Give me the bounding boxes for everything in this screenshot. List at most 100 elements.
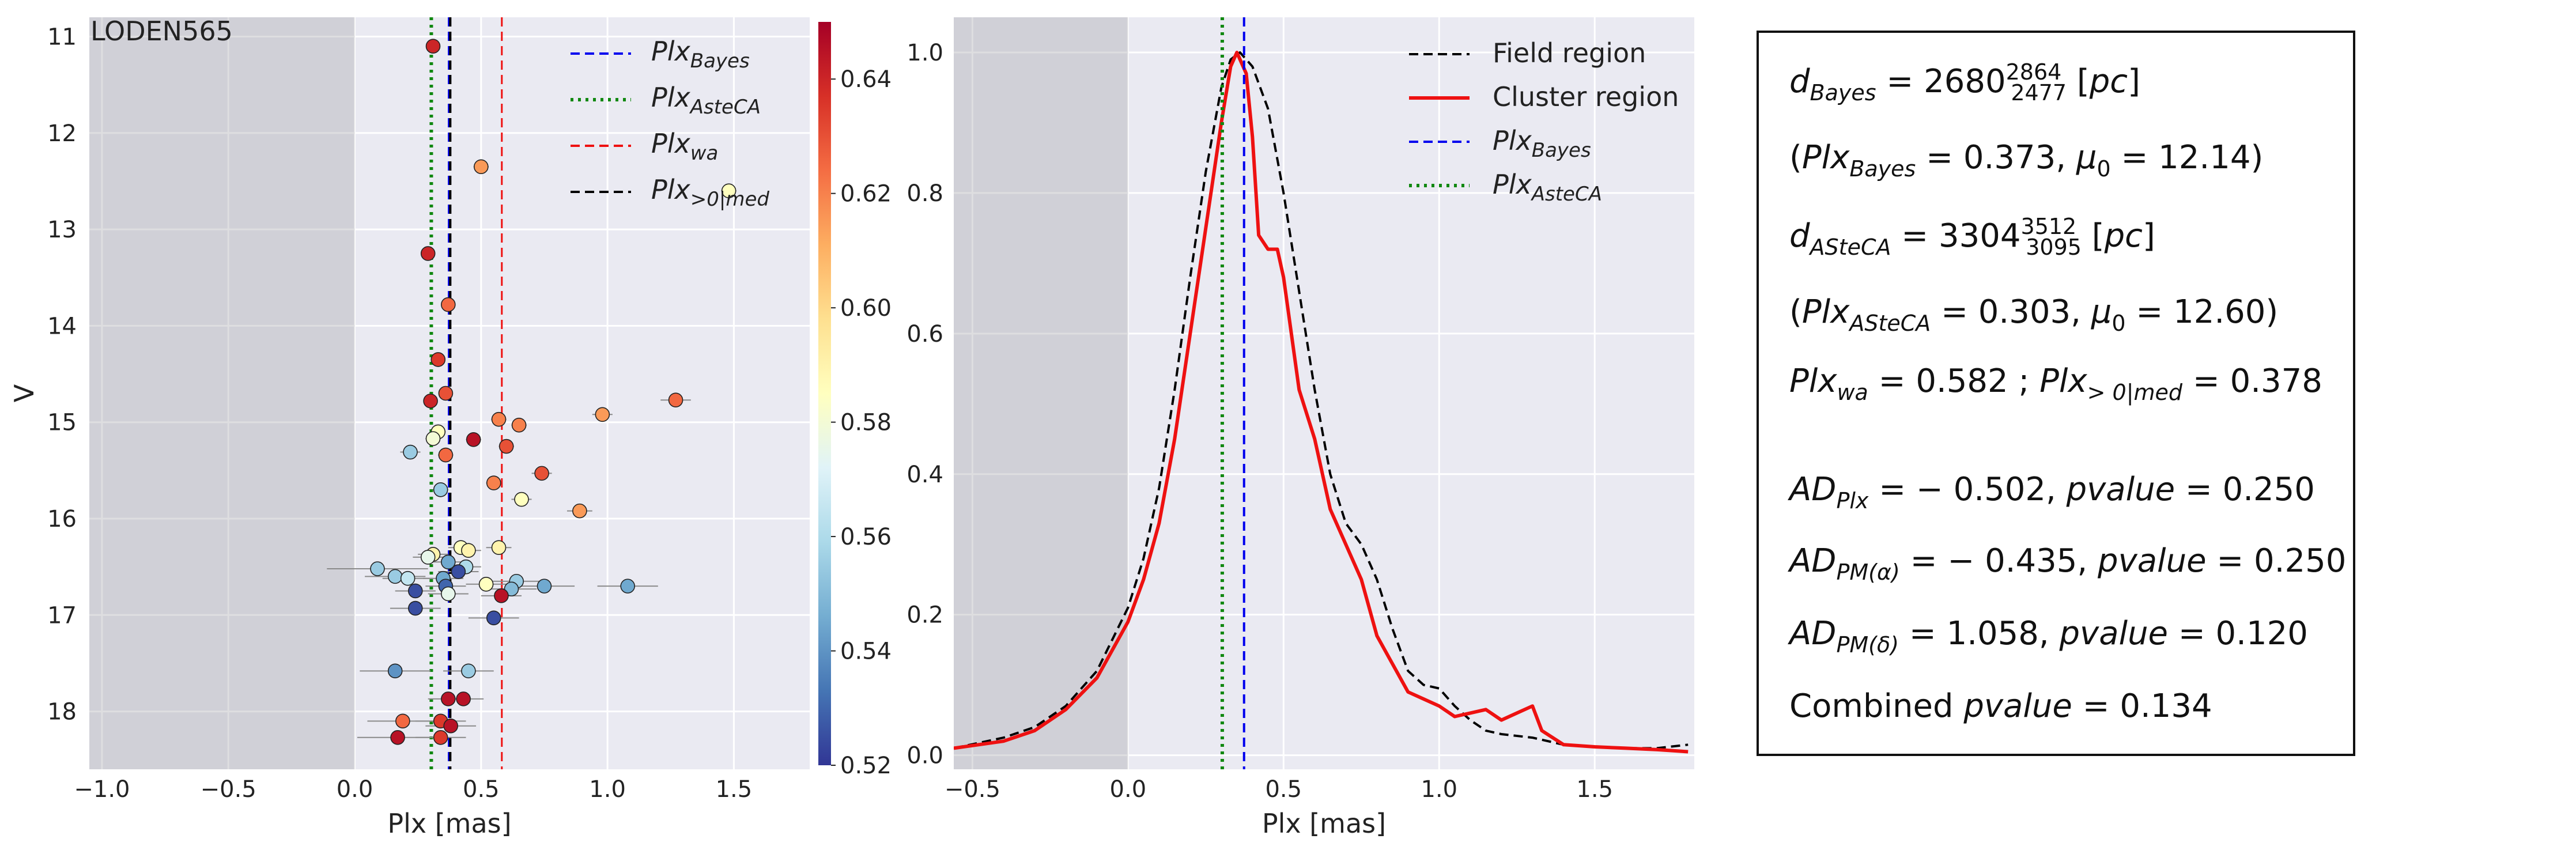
colorbar: 0.52 0.54 0.56 0.58 0.60 0.62 0.64 [818, 22, 892, 779]
colorbar-tick-label: 0.62 [840, 181, 892, 207]
y-axis-label: V [9, 384, 40, 402]
data-point [486, 475, 501, 490]
data-point [403, 444, 418, 460]
data-point [430, 352, 446, 367]
data-point [441, 691, 456, 706]
stat-d-asteca: dASteCA = 33043512 3095 [pc] [1789, 214, 2155, 260]
data-point [466, 432, 481, 447]
data-point [537, 579, 552, 594]
y-tick-label: 18 [47, 699, 77, 725]
plot-area [954, 17, 1694, 769]
x-tick-label: 1.0 [589, 776, 626, 803]
data-point [474, 159, 489, 175]
y-tick-label: 12 [47, 120, 77, 147]
x-tick-label: 0.0 [1110, 776, 1147, 803]
stat-combined: Combined pvalue = 0.134 [1789, 687, 2212, 725]
data-point [420, 246, 436, 261]
colorbar-tick-label: 0.64 [840, 66, 892, 93]
x-tick-label: −0.5 [945, 776, 1000, 803]
data-point [438, 386, 454, 401]
legend: PlxBayes PlxAsteCA Plxwa Plx>0|med [571, 36, 769, 211]
data-point [504, 581, 519, 596]
stat-d-bayes: dBayes = 26802864 2477 [pc] [1789, 59, 2140, 105]
data-point [514, 492, 529, 507]
colorbar-tick-label: 0.52 [840, 753, 892, 779]
data-point [491, 411, 507, 427]
data-point [433, 482, 448, 497]
data-point [511, 417, 527, 433]
data-point [478, 576, 494, 592]
data-point [407, 600, 423, 616]
negative-plx-region [954, 17, 1128, 769]
data-point [425, 431, 441, 446]
legend: Field region Cluster region PlxBayes PlxAst… [1409, 37, 1679, 206]
data-point [395, 713, 410, 729]
data-point [620, 579, 636, 594]
cmd-panel: −1.0 −0.5 0.0 0.5 1.0 1.5 11 12 13 14 15 16 17 18 Plx … [9, 16, 810, 839]
data-point [595, 407, 610, 422]
data-point [572, 503, 587, 519]
colorbar-tick-label: 0.60 [840, 295, 892, 322]
legend-label: PlxBayes [1493, 125, 1591, 162]
stat-plx-asteca: (PlxASteCA = 0.303, μ0 = 12.60) [1789, 293, 2278, 336]
stat-ad-pma: ADPM(α) = − 0.435, pvalue = 0.250 [1788, 542, 2346, 585]
data-point [456, 691, 471, 706]
data-point [387, 663, 403, 679]
data-point [441, 554, 456, 570]
y-tick-label: 0.8 [906, 180, 943, 207]
data-point [721, 183, 736, 198]
y-tick-label: 0.6 [906, 321, 943, 347]
x-tick-label: 0.5 [1265, 776, 1302, 803]
chart-title: LODEN565 [90, 16, 233, 47]
y-tick-label: 1.0 [906, 40, 943, 66]
x-tick-label: 0.0 [337, 776, 373, 803]
stat-plx-wa: Plxwa = 0.582 ; Plx> 0|med = 0.378 [1789, 362, 2322, 406]
legend-label: PlxBayes [651, 36, 750, 73]
data-point [387, 569, 403, 584]
data-point [433, 730, 448, 745]
x-axis-label: Plx [mas] [387, 808, 511, 839]
data-point [461, 663, 476, 679]
x-tick-label: 1.5 [716, 776, 753, 803]
data-point [441, 297, 456, 312]
x-tick-label: −0.5 [201, 776, 256, 803]
legend-label: Field region [1493, 37, 1646, 69]
x-tick-label: −1.0 [74, 776, 130, 803]
plot-content [89, 17, 810, 769]
colorbar-tick-label: 0.58 [840, 410, 892, 436]
negative-plx-region [89, 17, 355, 769]
data-point [491, 540, 507, 555]
x-axis-label: Plx [mas] [1262, 808, 1386, 839]
stat-ad-plx: ADPlx = − 0.502, pvalue = 0.250 [1788, 471, 2315, 513]
data-point [425, 39, 441, 54]
data-point [494, 588, 509, 603]
series-field-region [954, 51, 1689, 750]
y-tick-label: 14 [47, 313, 77, 339]
stat-ad-pmd: ADPM(δ) = 1.058, pvalue = 0.120 [1788, 615, 2308, 657]
data-point [407, 583, 423, 599]
legend-label: PlxAsteCA [1493, 169, 1602, 206]
data-point [423, 394, 438, 409]
legend-label: Plxwa [651, 128, 718, 165]
data-point [534, 466, 549, 481]
data-point [400, 570, 416, 586]
data-point [668, 392, 683, 408]
legend-label: Plx>0|med [651, 174, 769, 211]
data-point [461, 543, 476, 558]
legend-label: Cluster region [1493, 81, 1679, 112]
colorbar-tick-label: 0.54 [840, 638, 892, 665]
y-tick-label: 0.2 [906, 602, 943, 629]
y-tick-label: 16 [47, 506, 77, 532]
colorbar-gradient [818, 22, 831, 765]
data-point [420, 550, 436, 565]
x-tick-label: 0.5 [463, 776, 500, 803]
data-point [451, 564, 466, 579]
series-cluster-region [954, 51, 1689, 754]
colorbar-tick-label: 0.56 [840, 524, 892, 550]
y-tick-label: 11 [47, 24, 77, 50]
y-tick-label: 15 [47, 410, 77, 436]
data-point [390, 730, 405, 745]
y-tick-label: 17 [47, 602, 77, 629]
